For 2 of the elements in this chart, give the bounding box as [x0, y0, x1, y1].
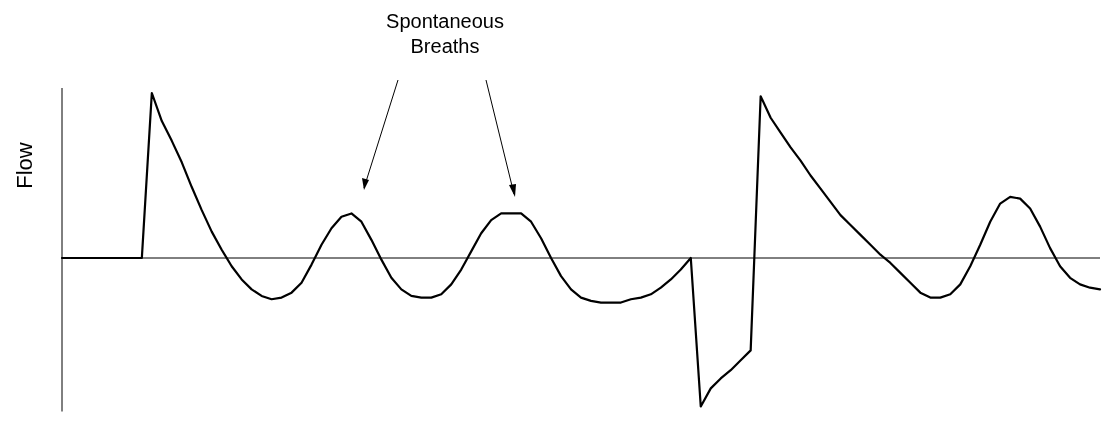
y-axis-title: Flow	[12, 142, 37, 189]
text: Spontaneous Breaths	[386, 10, 504, 57]
